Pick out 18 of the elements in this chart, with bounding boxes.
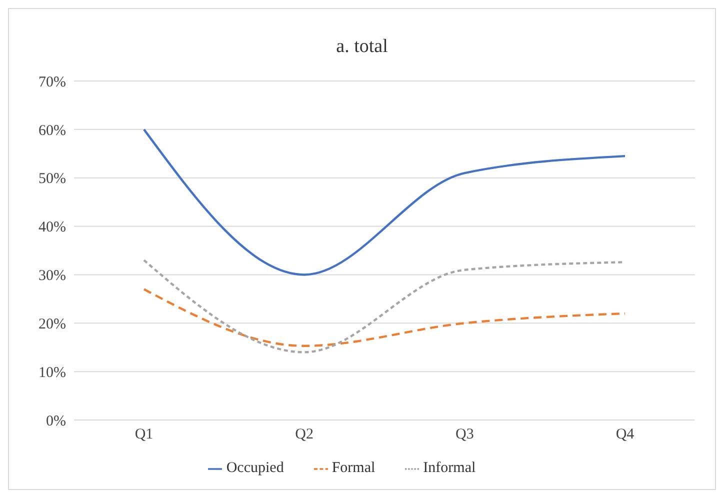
y-tick-label: 70%: [38, 74, 66, 90]
y-tick-label: 20%: [38, 316, 66, 332]
x-tick-label: Q3: [455, 426, 474, 443]
line-series: [142, 288, 626, 348]
legend-label: Occupied: [226, 460, 284, 476]
y-tick-label: 60%: [38, 122, 66, 139]
x-tick-label: Q4: [616, 426, 635, 443]
x-tick-label: Q1: [134, 426, 154, 443]
legend-label: Formal: [332, 460, 376, 476]
x-tick-label: Q2: [295, 426, 314, 443]
y-tick-label: 30%: [38, 268, 66, 284]
chart-title: a. total: [335, 36, 389, 58]
line-series: [142, 128, 626, 276]
y-tick-label: 10%: [38, 364, 66, 381]
y-tick-label: 40%: [38, 220, 66, 236]
y-tick-label: 0%: [46, 413, 66, 430]
y-tick-label: 50%: [38, 171, 66, 188]
legend-label: Informal: [423, 460, 476, 476]
